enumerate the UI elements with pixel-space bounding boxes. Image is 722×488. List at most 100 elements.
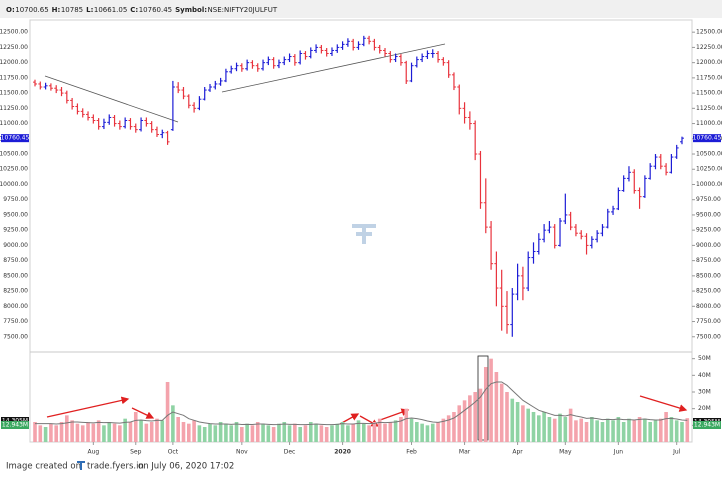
volume-bar [674,420,679,442]
ohlc-bar [483,178,488,234]
ohlc-bar [547,221,552,234]
ohlc-bar [451,72,456,91]
volume-bar [59,422,64,442]
header-value: 10700.65 [15,6,48,14]
volume-bar [282,422,287,442]
volume-bar [240,427,244,442]
volume-bar [680,422,684,442]
volume-bar [171,405,175,442]
volume-bar [213,425,218,442]
last-price-label-box [1,134,29,143]
volume-bar [271,427,276,442]
ohlc-bar [430,49,435,58]
ohlc-bar [579,230,584,240]
header-label: H: [52,6,61,14]
volume-bar [605,418,610,442]
highlight-box [477,355,489,441]
y-tick-label: 11750.00 [0,74,28,81]
ohlc-bar [467,111,472,130]
ohlc-bar [520,266,525,301]
ohlc-bar [642,175,647,198]
ohlc-bar [218,77,223,86]
volume-bar [542,412,546,442]
y-tick-label: 10500.00 [696,151,722,158]
volume-bar [648,422,652,442]
ohlc-bar [324,48,329,57]
ohlc-bar [420,53,425,63]
header-label: L: [86,6,93,14]
y-tick-label: 7750.00 [696,318,721,325]
ohlc-bar [80,108,85,118]
volume-bar [234,422,239,442]
ohlc-bar [202,87,207,101]
ohlc-bar [59,87,64,97]
ohlc-bar [515,263,520,301]
volume-bar [669,417,674,442]
volume-bar [261,423,265,442]
ohlc-bar [43,82,48,90]
x-tick-label: Jun [613,449,624,456]
ohlc-bar [409,62,414,83]
ohlc-bar [255,63,260,72]
volume-bar [149,422,154,442]
x-tick-label: Jul [672,449,681,456]
watermark [352,224,376,244]
y-tick-label: 8000.00 [3,303,28,310]
volume-bar [595,420,599,442]
ohlc-bar [107,114,112,125]
ohlc-bar [414,56,419,68]
volume-bar [208,423,212,442]
ohlc-bar [499,269,504,331]
ohlc-bar [398,54,403,66]
volume-bar [107,422,112,442]
ohlc-bar [117,120,122,130]
ohlc-bar [54,85,59,94]
volume-bar [420,423,424,442]
ohlc-bar [208,83,213,92]
volume-bar [521,405,525,442]
ohlc-bar [446,60,451,78]
ohlc-bar [276,59,281,69]
volume-bar [346,425,350,442]
volume-bar [377,418,382,442]
volume-bar [558,413,562,442]
header-label: Symbol: [175,6,207,14]
volume-bar [579,418,584,442]
ohlc-bar [494,251,499,307]
ohlc-bar [653,154,658,170]
footer-prefix: Image created on [6,462,81,472]
volume-bar [319,425,324,442]
volume-bar [362,423,366,442]
ohlc-bar [388,51,393,63]
x-tick-label: Sep [130,449,142,456]
ohlc-bar [558,217,563,247]
volume-bar [293,423,297,442]
volume-bar [128,422,133,442]
y-tick-label: 11000.00 [696,120,722,127]
volume-bar [563,417,568,442]
volume-bar [494,372,499,442]
header-value: NSE:NIFTY20JULFUT [208,6,278,14]
y-tick-label: 8500.00 [696,272,721,279]
volume-bar [452,412,456,442]
ohlc-bar [393,53,398,63]
last-price-label: 10760.45 [1,135,30,142]
ohlc-bar [292,54,297,66]
volume-bar [415,422,419,442]
volume-bar [102,425,106,442]
ohlc-bar [48,83,53,91]
x-tick-label: Nov [236,449,248,456]
volume-bar [489,358,493,442]
volume-bar [531,412,536,442]
ohlc-bar [282,56,287,66]
last-price-label-box [693,134,721,143]
volume-bar [468,395,472,442]
ohlc-bar [658,154,663,170]
y-tick-label: 10000.00 [0,181,28,188]
volume-ma-line [35,381,688,426]
last-ma-label: 12.943M [2,422,28,429]
header-label: O: [6,6,15,14]
footer-suffix: on July 06, 2020 17:02 [138,462,234,472]
ohlc-bar [478,150,483,209]
y-tick-label: 8500.00 [3,272,28,279]
